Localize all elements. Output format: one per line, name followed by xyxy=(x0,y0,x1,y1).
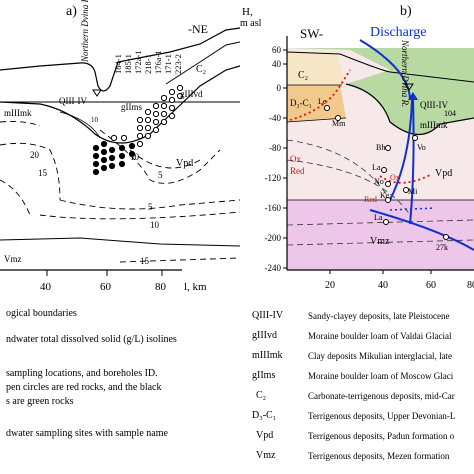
isoline-label: 5 xyxy=(148,202,153,212)
unit-label: D₃-C₁ xyxy=(290,98,312,108)
unit-label: Vpd xyxy=(176,158,193,169)
legend-item: s are green rocks xyxy=(6,396,74,407)
river-label: Northern Dvina R. xyxy=(80,0,90,63)
sample-label: Mi xyxy=(408,187,418,196)
panel-b-cross-section: 60 40 0 -40 -80 -120 -160 -200 -240 20 4… xyxy=(265,36,474,291)
panel-a-direction: -NE xyxy=(188,22,208,36)
red-label: Red xyxy=(290,166,305,176)
x-tick: 60 xyxy=(426,280,436,291)
sample-label: Bh xyxy=(376,143,385,152)
y-tick: -200 xyxy=(265,233,282,243)
y-tick: -40 xyxy=(269,113,281,123)
borehole-points xyxy=(92,84,184,176)
sample-label: Mm xyxy=(332,119,346,128)
panel-b-direction: SW- xyxy=(300,26,324,41)
sample-label: 27k xyxy=(436,243,448,252)
x-tick: 40 xyxy=(40,281,52,293)
legend-text: Sandy-clayey deposits, late Pleistocene xyxy=(308,311,450,321)
legend-right: QIII-IV Sandy-clayey deposits, late Plei… xyxy=(246,304,474,474)
borehole-label: 218-1 xyxy=(143,54,153,74)
sample-label: Ke xyxy=(380,191,390,200)
legend-text: Clay deposits Mikulian interglacial, lat… xyxy=(308,351,453,361)
unit-label: mIIImk xyxy=(4,108,32,118)
x-tick: 40 xyxy=(378,280,388,291)
isoline-label: 5 xyxy=(158,170,163,180)
sample-label: Ox xyxy=(390,173,400,182)
legend-text: Terrigenous deposits, Padun formation o xyxy=(308,431,455,441)
unit-label: gIIIvd xyxy=(180,89,203,99)
legend-symbol: QIII-IV xyxy=(252,310,284,321)
panel-a-cross-section: 184-1 185-1 172a-1 218-1 176a-1 171-1 22… xyxy=(0,0,240,293)
unit-label: QIII-IV xyxy=(420,100,448,110)
borehole-label: 176a-1 xyxy=(153,50,163,74)
borehole-label: 185-1 xyxy=(123,54,133,74)
legend-text: Terrigenous deposits, Mezen formation xyxy=(308,451,450,461)
y-tick: -120 xyxy=(265,173,282,183)
sample-label: Red xyxy=(364,195,377,204)
legend-item: pen circles are red rocks, and the black xyxy=(6,382,162,393)
water-table-icon xyxy=(404,83,414,91)
legend-item: ogical boundaries xyxy=(6,308,77,319)
x-tick: 80 xyxy=(155,281,167,293)
y-tick: 0 xyxy=(277,83,282,93)
x-tick: 60 xyxy=(100,281,112,293)
legend-symbol: mIIImk xyxy=(252,350,283,361)
unit-label: QIII-IV xyxy=(59,96,87,106)
ox-label: Ox xyxy=(290,154,301,164)
x-tick: 80 xyxy=(467,280,474,291)
legend-symbol: D₃-C₁ xyxy=(252,410,277,421)
unit-label: C₂ xyxy=(196,64,206,75)
y-tick: 40 xyxy=(272,59,282,69)
legend-symbol: gIIms xyxy=(252,370,276,381)
unit-label: gIIms xyxy=(121,102,142,112)
sample-label: Le xyxy=(318,97,327,106)
borehole-label: 172a-1 xyxy=(133,50,143,74)
sample-label: La xyxy=(372,163,381,172)
panel-a-label: a) xyxy=(66,4,77,19)
borehole-label: 171-1 xyxy=(163,54,173,74)
discharge-arrow xyxy=(359,39,411,101)
y-axis-title: H, xyxy=(242,6,253,18)
sample-label: Vo xyxy=(417,143,426,152)
legend-item: ndwater total dissolved solid (g/L) isol… xyxy=(6,334,177,345)
legend-text: Carbonate-terrigenous deposits, mid-Car xyxy=(308,391,455,401)
panel-b-label: b) xyxy=(400,4,412,19)
unit-label: C₂ xyxy=(298,70,308,81)
unit-label: Vpd xyxy=(435,168,452,179)
isoline-label: 15 xyxy=(38,168,48,178)
isoline-label: 20 xyxy=(30,150,40,160)
isoline-label: 15 xyxy=(140,256,150,266)
y-axis-unit: m asl xyxy=(240,18,262,29)
water-table-icon xyxy=(92,89,102,97)
legend-symbol: Vpd xyxy=(256,430,274,441)
unit-label: mIIImk xyxy=(420,120,448,130)
discharge-label: Discharge xyxy=(370,25,427,40)
river-label: Northern Dvina R. xyxy=(400,39,410,107)
sample-label: La xyxy=(374,213,383,222)
legend-text: Terrigenous deposits, Upper Devonian-L xyxy=(308,411,456,421)
legend-symbol: gIIIvd xyxy=(252,330,277,341)
well-label: 104 xyxy=(444,109,456,118)
legend-symbol: C₂ xyxy=(256,390,267,401)
borehole-label: 223-2 xyxy=(173,54,183,74)
legend-text: Moraine boulder loam of Moscow Glaci xyxy=(308,371,454,381)
y-tick: -80 xyxy=(269,143,281,153)
borehole-label: 184-1 xyxy=(113,54,123,74)
legend-item: dwater sampling sites with sample name xyxy=(6,428,168,439)
isoline-label: 10 xyxy=(130,152,140,162)
legend-left: ogical boundaries ndwater total dissolve… xyxy=(0,304,240,474)
legend-symbol: Vmz xyxy=(256,450,276,461)
x-tick: 20 xyxy=(325,280,335,291)
y-tick: 60 xyxy=(272,45,282,55)
marker-label: 10 xyxy=(91,116,99,124)
isoline-label: 10 xyxy=(150,220,160,230)
sample-label: No xyxy=(374,177,384,186)
x-axis-unit: l, km xyxy=(184,281,207,293)
legend-item: sampling locations, and boreholes ID. xyxy=(6,368,158,379)
unit-label: Vmz xyxy=(370,236,390,247)
y-tick: -240 xyxy=(265,263,282,273)
unit-label: Vmz xyxy=(4,254,22,264)
y-tick: -160 xyxy=(265,203,282,213)
legend-text: Moraine boulder loam of Valdai Glacial xyxy=(308,331,452,341)
